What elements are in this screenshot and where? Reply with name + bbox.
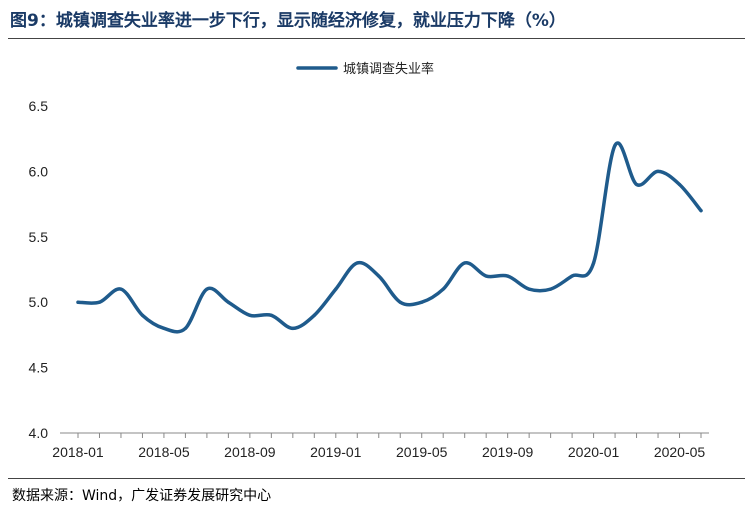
- x-tick-label: 2018-05: [138, 444, 190, 460]
- source-divider: [8, 478, 745, 479]
- y-tick-label: 5.0: [29, 294, 49, 310]
- data-point: [549, 287, 553, 291]
- data-point: [269, 313, 273, 317]
- data-point: [527, 287, 531, 291]
- data-point: [506, 274, 510, 278]
- data-point: [226, 300, 230, 304]
- data-point: [205, 287, 209, 291]
- x-tick-label: 2020-01: [568, 444, 620, 460]
- y-axis: 4.0 4.5 5.0 5.5 6.0 6.5: [29, 98, 49, 441]
- x-tick-label: 2018-09: [224, 444, 276, 460]
- data-point: [119, 287, 123, 291]
- data-point: [377, 274, 381, 278]
- data-point: [183, 326, 188, 330]
- data-point: [634, 182, 639, 187]
- legend-label: 城镇调查失业率: [343, 61, 434, 77]
- y-tick-label: 5.5: [29, 229, 49, 245]
- y-tick-label: 4.5: [29, 360, 49, 376]
- data-point: [570, 274, 574, 278]
- source-note: 数据来源：Wind，广发证券发展研究中心: [12, 488, 272, 504]
- series-line: [76, 141, 703, 334]
- data-point: [677, 182, 682, 187]
- data-point: [97, 300, 102, 304]
- data-point: [334, 287, 338, 291]
- data-point: [613, 143, 617, 147]
- data-point: [248, 313, 252, 317]
- data-point: [355, 261, 359, 265]
- data-point: [291, 326, 295, 330]
- data-point: [484, 274, 488, 278]
- data-point: [656, 169, 660, 173]
- figure-title: 图9：城镇调查失业率进一步下行，显示随经济修复，就业压力下降（%）: [10, 11, 566, 31]
- data-points: [76, 143, 703, 330]
- data-point: [420, 300, 424, 304]
- x-tick-label: 2019-05: [396, 444, 448, 460]
- x-tick-label: 2019-01: [310, 444, 362, 460]
- legend: 城镇调查失业率: [296, 61, 434, 77]
- data-point: [699, 209, 703, 213]
- x-axis: 2018-01 2018-05 2018-09 2019-01 2019-05 2019-…: [52, 433, 705, 460]
- data-point: [162, 326, 166, 330]
- y-tick-label: 6.5: [29, 98, 49, 114]
- y-tick-label: 4.0: [29, 425, 49, 441]
- title-divider: [8, 38, 745, 39]
- data-point: [441, 287, 445, 291]
- data-point: [76, 300, 80, 304]
- y-tick-label: 6.0: [29, 163, 49, 179]
- x-tick-label: 2019-09: [482, 444, 534, 460]
- data-point: [140, 313, 145, 317]
- x-tick-label: 2018-01: [52, 444, 104, 460]
- x-tick-label: 2020-05: [654, 444, 706, 460]
- data-point: [398, 300, 402, 304]
- data-point: [312, 313, 316, 317]
- data-point: [591, 261, 596, 265]
- data-point: [463, 261, 467, 265]
- line-chart: 城镇调查失业率 4.04.55.05.56.06.5 2018-01 2018-0…: [29, 61, 709, 460]
